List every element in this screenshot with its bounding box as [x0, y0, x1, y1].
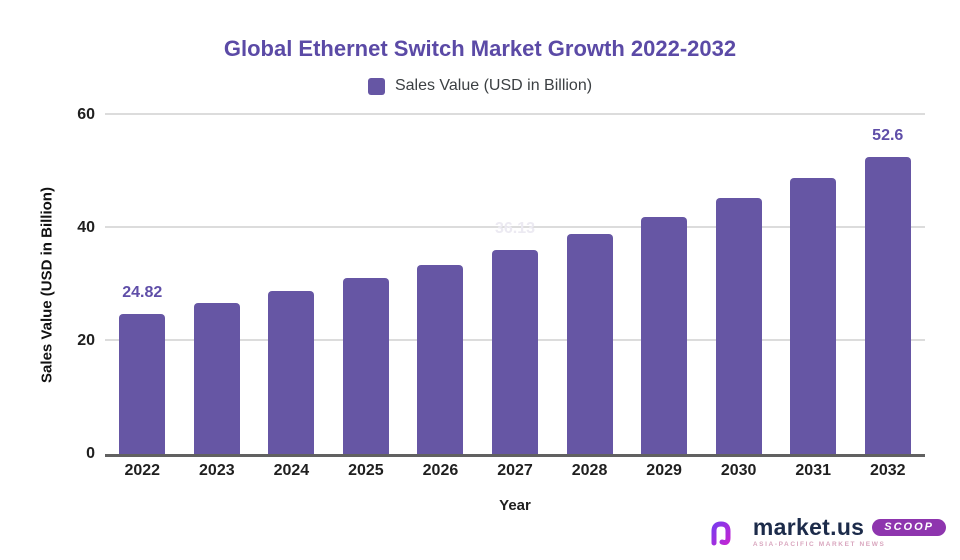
y-tick-40: 40 — [77, 219, 95, 236]
x-axis-labels: 2022 2023 2024 2025 2026 2027 2028 2029 2030 2031… — [105, 462, 925, 480]
x-tick-2025: 2025 — [348, 462, 384, 479]
bar-2022 — [119, 313, 166, 454]
bar-slot-2024 — [254, 115, 329, 454]
x-axis-title: Year — [499, 497, 531, 514]
data-label-2032: 52.6 — [872, 126, 904, 144]
plot-area: 24.82 36.13 52.6 — [105, 113, 925, 457]
bar-slot-2030 — [701, 115, 776, 454]
bar-2032 — [864, 156, 911, 454]
legend: Sales Value (USD in Billion) — [0, 77, 960, 95]
bar-slot-2031 — [776, 115, 851, 454]
chart-title: Global Ethernet Switch Market Growth 202… — [223, 36, 737, 61]
y-axis-ticks: 0 20 40 60 — [50, 107, 95, 462]
y-tick-20: 20 — [77, 332, 95, 349]
y-tick-0: 0 — [86, 445, 95, 462]
data-label-2027: 36.13 — [494, 219, 536, 237]
legend-label: Sales Value (USD in Billion) — [394, 77, 593, 94]
bar-series: 24.82 36.13 52.6 — [105, 115, 925, 454]
legend-swatch-icon — [367, 77, 385, 95]
bar-slot-2025 — [329, 115, 404, 454]
gridline-40 — [105, 226, 925, 228]
bar-2031 — [790, 178, 837, 454]
bar-2027 — [492, 249, 538, 454]
data-label-2022: 24.82 — [122, 283, 163, 301]
bar-2025 — [342, 278, 389, 454]
bar-2023 — [193, 302, 240, 454]
bar-2026 — [417, 264, 464, 454]
gridline-60 — [105, 113, 925, 115]
x-tick-2023: 2023 — [199, 462, 235, 479]
x-tick-2024: 2024 — [273, 462, 310, 479]
x-tick-2026: 2026 — [422, 462, 459, 479]
brand-name: market.us — [752, 514, 865, 540]
brand-tagline: ASIA-PACIFIC MARKET NEWS — [752, 541, 886, 548]
bar-slot-2032: 52.6 — [850, 115, 925, 454]
bar-slot-2022: 24.82 — [105, 115, 180, 454]
brand-logo: market.us SCOOP ASIA-PACIFIC MARKET NEWS — [699, 514, 946, 550]
x-tick-2028: 2028 — [571, 462, 608, 479]
x-tick-2031: 2031 — [795, 462, 831, 479]
bar-slot-2026 — [403, 115, 478, 454]
x-tick-2032: 2032 — [869, 462, 906, 479]
bar-2028 — [566, 233, 613, 454]
bar-2030 — [715, 198, 762, 454]
x-tick-2027: 2027 — [497, 462, 533, 479]
y-tick-60: 60 — [77, 106, 95, 123]
x-tick-2029: 2029 — [646, 462, 682, 479]
x-tick-2030: 2030 — [720, 462, 757, 479]
x-tick-2022: 2022 — [124, 462, 161, 479]
brand-badge: SCOOP — [872, 519, 946, 536]
bar-slot-2029 — [627, 115, 702, 454]
bar-slot-2023 — [180, 115, 255, 454]
market-us-squiggle-icon — [703, 520, 742, 546]
bar-slot-2027: 36.13 — [478, 115, 553, 454]
bar-slot-2028 — [552, 115, 627, 454]
bar-2029 — [641, 216, 688, 454]
bar-2024 — [268, 291, 315, 454]
